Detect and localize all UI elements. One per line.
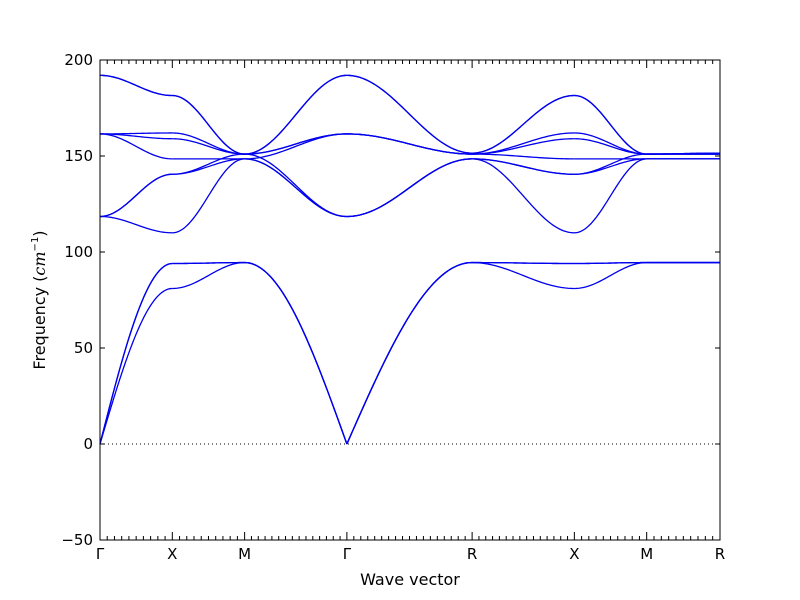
band-line-seg6-b10 — [646, 152, 720, 155]
band-line-seg1-b8 — [172, 132, 245, 155]
y-axis-label-prefix: Frequency ( — [30, 276, 49, 370]
band-line-seg0-b5 — [99, 173, 173, 218]
band-line-seg1-b7 — [172, 138, 245, 155]
band-line-seg1-b10 — [172, 94, 245, 155]
band-line-seg3-b0 — [346, 261, 473, 445]
x-axis-label: Wave vector — [360, 570, 460, 589]
band-line-seg2-b5 — [244, 153, 347, 218]
band-line-seg5-b0 — [574, 261, 647, 290]
y-axis-label: Frequency (cm−1) — [30, 230, 49, 369]
x-tick-label: R — [715, 545, 725, 563]
phonon-bands — [99, 74, 720, 445]
x-tick-label: Γ — [96, 545, 105, 563]
band-line-seg1-b3 — [172, 158, 245, 234]
x-tick-label: X — [167, 545, 177, 563]
band-line-seg4-b2 — [472, 261, 575, 265]
y-axis-label-unit: cm — [30, 251, 49, 275]
x-minor-ticks — [106, 60, 714, 540]
band-line-seg0-b6 — [99, 133, 173, 160]
band-line-seg3-b5 — [346, 158, 473, 218]
band-line-seg5-b2 — [574, 261, 647, 265]
band-line-seg4-b5 — [472, 158, 575, 175]
plot-frame — [99, 59, 721, 541]
band-line-seg1-b2 — [172, 261, 245, 265]
band-line-seg2-b4 — [244, 158, 347, 218]
band-line-seg3-b1 — [346, 261, 473, 445]
band-line-seg5-b3 — [574, 158, 647, 234]
band-line-seg1-b4 — [172, 158, 245, 175]
x-tick-label: M — [238, 545, 251, 563]
band-line-seg4-b7 — [472, 138, 575, 155]
x-tick-label: X — [569, 545, 579, 563]
band-line-seg2-b8 — [244, 133, 347, 155]
band-line-seg2-b10 — [244, 74, 347, 155]
y-tick-label: 200 — [64, 51, 93, 69]
y-tick-label: 0 — [83, 435, 93, 453]
band-line-seg5-b8 — [574, 132, 647, 155]
band-line-seg3-b2 — [346, 261, 473, 445]
y-tick-label: −50 — [61, 531, 93, 549]
band-line-seg0-b2 — [99, 262, 173, 445]
band-line-seg2-b0 — [244, 261, 348, 445]
band-line-seg0-b1 — [99, 262, 173, 445]
band-line-seg4-b8 — [472, 132, 575, 155]
band-line-seg3-b8 — [346, 133, 473, 155]
band-line-seg5-b10 — [574, 94, 647, 155]
y-ticks — [100, 59, 720, 541]
band-line-seg4-b0 — [472, 261, 575, 290]
band-line-seg2-b2 — [244, 261, 348, 445]
band-line-seg5-b7 — [574, 138, 647, 155]
y-tick-label: 150 — [64, 147, 93, 165]
band-line-seg0-b0 — [99, 287, 173, 445]
band-line-seg0-b3 — [99, 215, 173, 234]
band-line-seg0-b10 — [99, 74, 173, 97]
band-line-seg0-b8 — [100, 132, 173, 135]
y-tick-label: 100 — [64, 243, 93, 261]
band-line-seg5-b4 — [574, 158, 647, 175]
band-line-seg2-b6 — [244, 133, 347, 160]
y-tick-labels: −50 0 50 100 150 200 — [61, 51, 93, 549]
high-symmetry-ticks — [99, 60, 721, 540]
x-tick-label: R — [467, 545, 477, 563]
band-line-seg4-b3 — [472, 158, 575, 234]
plot-area — [99, 59, 721, 541]
band-line-seg4-b6 — [472, 153, 575, 160]
y-axis-label-exponent: −1 — [30, 237, 41, 252]
band-line-seg4-b10 — [472, 94, 575, 154]
band-line-seg2-b1 — [244, 261, 348, 445]
band-line-seg1-b5 — [172, 153, 245, 175]
y-tick-label: 50 — [74, 339, 93, 357]
band-line-seg1-b0 — [172, 261, 245, 290]
x-tick-label: Γ — [343, 545, 352, 563]
band-line-seg3-b10 — [346, 74, 473, 154]
band-line-seg0-b7 — [99, 133, 173, 140]
y-axis-label-suffix: ) — [30, 230, 49, 236]
band-line-seg5-b5 — [574, 153, 647, 175]
x-tick-label: M — [640, 545, 653, 563]
